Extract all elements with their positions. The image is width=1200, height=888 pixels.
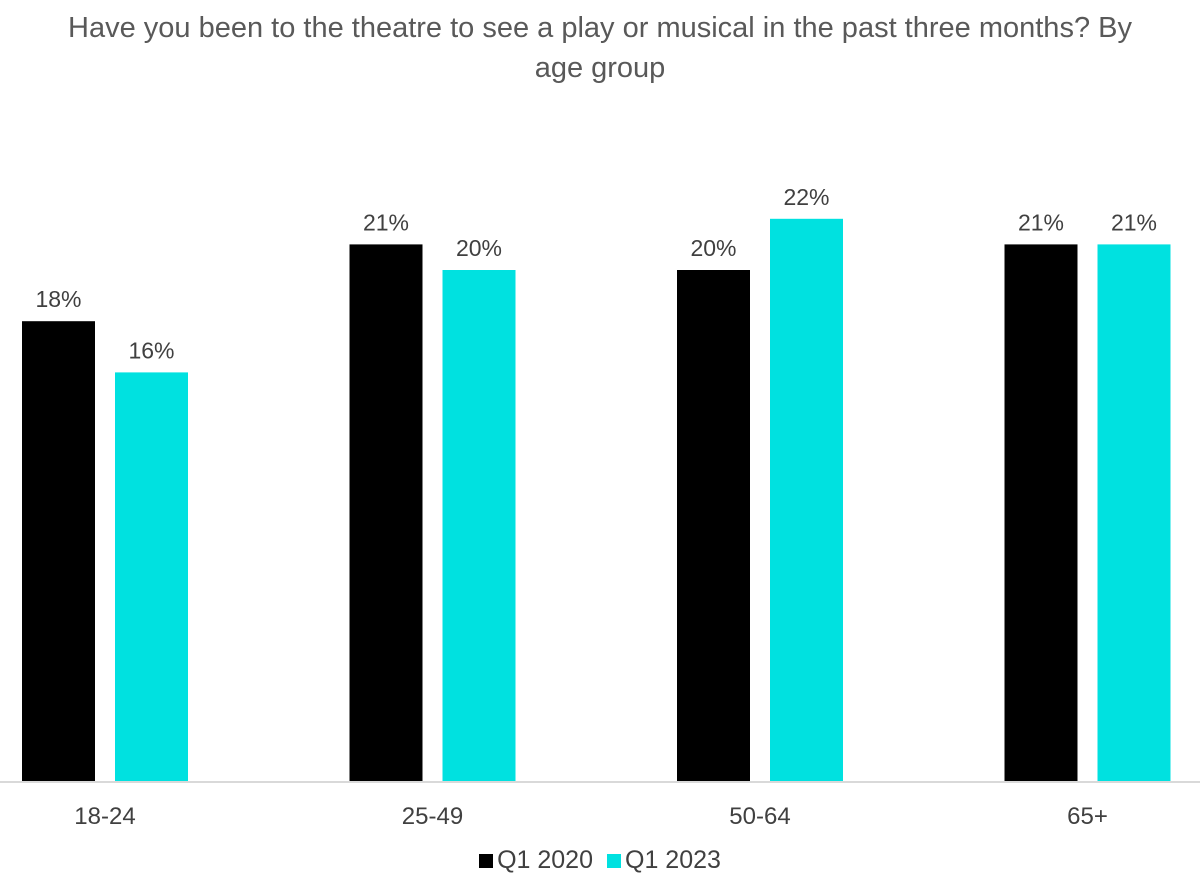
category-label-50-64: 50-64 [729, 803, 790, 830]
legend-item-q1-2020: Q1 2020 [479, 846, 593, 875]
legend-swatch-q1-2020 [479, 853, 494, 868]
value-label-65+-series-1: 21% [1018, 209, 1064, 235]
legend-label-q1-2023: Q1 2023 [625, 846, 721, 874]
value-label-65+-series-2: 21% [1111, 209, 1157, 235]
category-labels-group: 18-24 25-49 50-64 65+ [74, 803, 1108, 830]
value-label-50-64-series-1: 20% [690, 235, 736, 261]
legend-label-q1-2020: Q1 2020 [497, 846, 593, 874]
category-label-65+: 65+ [1067, 803, 1108, 830]
value-labels-group: 18% 16% 21% 20% 20% 22% 21% 21% [35, 184, 1157, 364]
category-label-25-49: 25-49 [402, 803, 463, 830]
bar-25-49-series-2 [442, 270, 516, 782]
value-label-18-24-series-2: 16% [128, 337, 174, 363]
value-label-50-64-series-2: 22% [783, 184, 829, 210]
bars-group [22, 218, 1171, 783]
bar-65+-series-1 [1004, 244, 1078, 782]
value-label-18-24-series-1: 18% [35, 286, 81, 312]
bar-18-24-series-2 [115, 372, 188, 782]
chart-title: Have you been to the theatre to see a pl… [68, 12, 1132, 84]
bar-50-64-series-2 [770, 218, 843, 783]
category-label-18-24: 18-24 [74, 803, 135, 830]
bar-25-49-series-1 [349, 244, 423, 782]
bar-chart: 18% 16% 21% 20% 20% 22% 21% 21% 18-24 25-49 50-64… [0, 184, 1200, 830]
value-label-25-49-series-2: 20% [456, 235, 502, 261]
bar-50-64-series-1 [677, 270, 750, 782]
legend: Q1 2020 Q1 2023 [0, 846, 1200, 875]
value-label-25-49-series-1: 21% [363, 209, 409, 235]
legend-swatch-q1-2023 [607, 853, 621, 868]
legend-item-q1-2023: Q1 2023 [607, 846, 721, 875]
bar-18-24-series-1 [22, 321, 95, 782]
bar-65+-series-2 [1097, 244, 1171, 782]
